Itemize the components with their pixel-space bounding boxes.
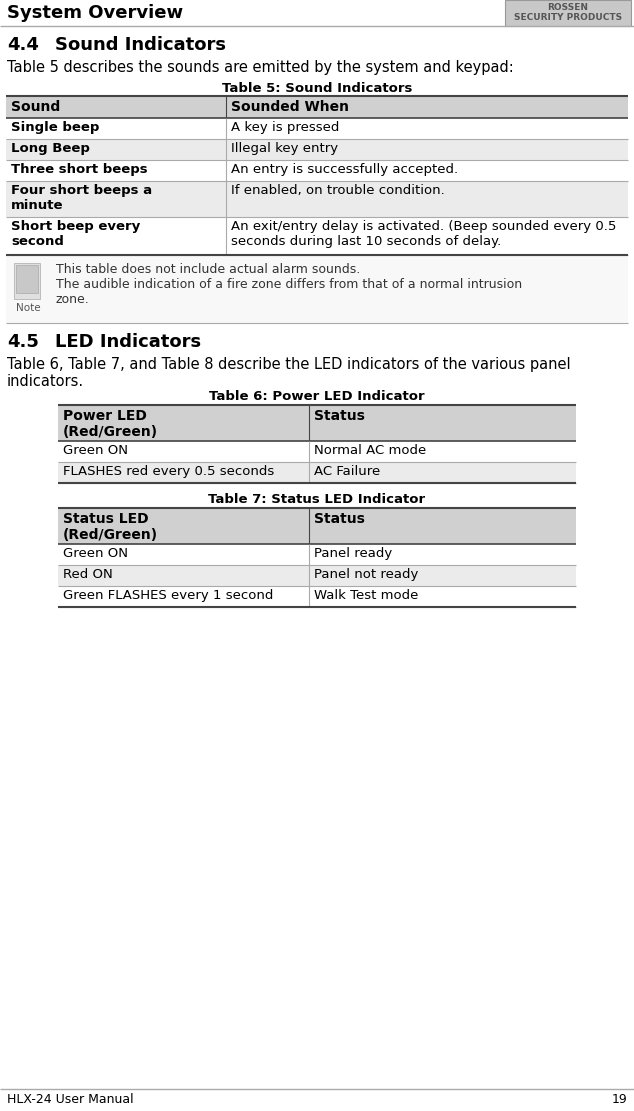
Bar: [6, 139, 628, 160]
Bar: [14, 263, 40, 299]
Text: HLX-24 User Manual: HLX-24 User Manual: [7, 1093, 134, 1105]
Text: Panel ready: Panel ready: [314, 547, 392, 560]
Text: Status: Status: [314, 409, 365, 423]
Text: Green FLASHES every 1 second: Green FLASHES every 1 second: [63, 589, 273, 602]
Bar: [58, 462, 576, 483]
Bar: [6, 181, 628, 217]
Text: Short beep every
second: Short beep every second: [11, 220, 140, 248]
Bar: [0, 0, 634, 26]
Bar: [505, 0, 631, 26]
Bar: [58, 585, 576, 607]
Bar: [16, 266, 38, 293]
Text: The audible indication of a fire zone differs from that of a normal intrusion: The audible indication of a fire zone di…: [56, 278, 522, 291]
Text: LED Indicators: LED Indicators: [55, 333, 201, 351]
Text: Four short beeps a
minute: Four short beeps a minute: [11, 184, 152, 212]
Text: An exit/entry delay is activated. (Beep sounded every 0.5
seconds during last 10: An exit/entry delay is activated. (Beep …: [231, 220, 616, 248]
Text: Sound: Sound: [11, 100, 60, 114]
Text: AC Failure: AC Failure: [314, 466, 380, 478]
Bar: [6, 256, 628, 323]
Text: Power LED
(Red/Green): Power LED (Red/Green): [63, 409, 158, 439]
Text: Table 5 describes the sounds are emitted by the system and keypad:: Table 5 describes the sounds are emitted…: [7, 60, 514, 76]
Text: Table 7: Status LED Indicator: Table 7: Status LED Indicator: [209, 493, 425, 506]
Text: zone.: zone.: [56, 293, 90, 306]
Text: If enabled, on trouble condition.: If enabled, on trouble condition.: [231, 184, 444, 197]
Text: Table 6, Table 7, and Table 8 describe the LED indicators of the various panel
i: Table 6, Table 7, and Table 8 describe t…: [7, 357, 571, 389]
Text: 4.5: 4.5: [7, 333, 39, 351]
Text: Walk Test mode: Walk Test mode: [314, 589, 418, 602]
Text: 4.4: 4.4: [7, 36, 39, 54]
Text: A key is pressed: A key is pressed: [231, 121, 339, 134]
Text: ROSSEN
SECURITY PRODUCTS: ROSSEN SECURITY PRODUCTS: [514, 3, 622, 22]
Text: System Overview: System Overview: [7, 4, 183, 22]
Text: Note: Note: [16, 303, 41, 313]
Bar: [58, 544, 576, 565]
Text: Status: Status: [314, 512, 365, 526]
Text: Status LED
(Red/Green): Status LED (Red/Green): [63, 512, 158, 542]
Bar: [6, 96, 628, 118]
Bar: [6, 160, 628, 181]
Text: Green ON: Green ON: [63, 547, 128, 560]
Text: Panel not ready: Panel not ready: [314, 568, 418, 581]
Text: Sound Indicators: Sound Indicators: [55, 36, 226, 54]
Bar: [6, 118, 628, 139]
Text: Table 6: Power LED Indicator: Table 6: Power LED Indicator: [209, 390, 425, 403]
Text: Table 5: Sound Indicators: Table 5: Sound Indicators: [222, 82, 412, 96]
Text: Green ON: Green ON: [63, 444, 128, 457]
Text: Single beep: Single beep: [11, 121, 100, 134]
Text: Normal AC mode: Normal AC mode: [314, 444, 426, 457]
Text: Sounded When: Sounded When: [231, 100, 349, 114]
Text: 19: 19: [611, 1093, 627, 1105]
Bar: [6, 217, 628, 256]
Text: Long Beep: Long Beep: [11, 142, 90, 156]
Bar: [58, 508, 576, 544]
Text: This table does not include actual alarm sounds.: This table does not include actual alarm…: [56, 263, 360, 276]
Text: Red ON: Red ON: [63, 568, 113, 581]
Bar: [58, 441, 576, 462]
Text: Three short beeps: Three short beeps: [11, 163, 148, 176]
Bar: [58, 565, 576, 585]
Text: Illegal key entry: Illegal key entry: [231, 142, 338, 156]
Text: An entry is successfully accepted.: An entry is successfully accepted.: [231, 163, 458, 176]
Bar: [58, 406, 576, 441]
Text: FLASHES red every 0.5 seconds: FLASHES red every 0.5 seconds: [63, 466, 275, 478]
